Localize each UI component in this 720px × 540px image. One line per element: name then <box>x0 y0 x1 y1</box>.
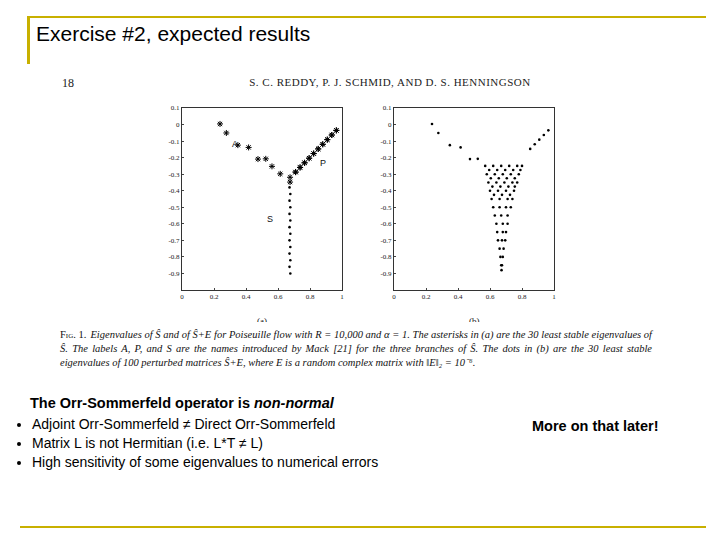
html-text:18: 18 <box>62 76 74 90</box>
svg-text:0: 0 <box>176 121 180 129</box>
svg-text:0.6: 0.6 <box>486 293 495 301</box>
svg-text:-0.8: -0.8 <box>169 253 181 261</box>
svg-text:0.1: 0.1 <box>383 104 392 112</box>
svg-text:0.6: 0.6 <box>274 293 283 301</box>
svg-text:-0.7: -0.7 <box>169 237 181 245</box>
svg-text:P: P <box>320 158 326 168</box>
svg-text:0.4: 0.4 <box>242 293 251 301</box>
svg-text:(a): (a) <box>257 316 267 322</box>
svg-text:-0.6: -0.6 <box>169 220 181 228</box>
svg-text:A: A <box>232 139 238 149</box>
svg-text:S: S <box>267 214 273 224</box>
svg-text:-0.5: -0.5 <box>169 204 181 212</box>
svg-text:-0.2: -0.2 <box>169 154 181 162</box>
svg-text:-0.5: -0.5 <box>381 204 393 212</box>
svg-text:-0.1: -0.1 <box>169 138 181 146</box>
svg-text:-0.9: -0.9 <box>381 270 393 278</box>
svg-text:(b): (b) <box>469 316 480 322</box>
svg-text:-0.8: -0.8 <box>381 253 393 261</box>
html-text:More on that later!: More on that later! <box>532 418 659 434</box>
svg-text:0.2: 0.2 <box>210 293 219 301</box>
svg-text:0: 0 <box>392 293 396 301</box>
svg-text:-0.2: -0.2 <box>381 154 393 162</box>
svg-text:-0.4: -0.4 <box>169 187 181 195</box>
svg-text:0.2: 0.2 <box>422 293 431 301</box>
svg-text:1: 1 <box>340 293 344 301</box>
html-text:High sensitivity of some eigen: High sensitivity of some eigenvalues to … <box>32 454 379 470</box>
html-text:Exercise #2, expected results: Exercise #2, expected results <box>36 22 311 45</box>
html-text:The Orr-Sommerfeld operator is: The Orr-Sommerfeld operator is non-norma… <box>30 395 334 411</box>
svg-text:1: 1 <box>552 293 556 301</box>
svg-text:-0.6: -0.6 <box>381 220 393 228</box>
svg-text:-0.1: -0.1 <box>381 138 393 146</box>
svg-text:-0.7: -0.7 <box>381 237 393 245</box>
svg-text:0.8: 0.8 <box>518 293 527 301</box>
html-text:Adjoint Orr-Sommerfeld ≠ Direc: Adjoint Orr-Sommerfeld ≠ Direct Orr-Somm… <box>32 416 336 432</box>
svg-text:-0.3: -0.3 <box>381 171 393 179</box>
svg-text:0: 0 <box>180 293 184 301</box>
svg-text:-0.4: -0.4 <box>381 187 393 195</box>
svg-text:-0.9: -0.9 <box>169 270 181 278</box>
svg-text:0.4: 0.4 <box>454 293 463 301</box>
svg-text:0.1: 0.1 <box>171 104 180 112</box>
svg-text:0: 0 <box>388 121 392 129</box>
html-text:S. C. REDDY, P. J. SCHMID, AND: S. C. REDDY, P. J. SCHMID, AND D. S. HEN… <box>249 76 531 88</box>
svg-text:0.8: 0.8 <box>306 293 315 301</box>
html-text:Fig. 1. Eigenvalues of Ŝ and o: Fig. 1. Eigenvalues of Ŝ and of Ŝ+E for … <box>60 329 652 368</box>
html-text:Matrix L is not Hermitian (i.e: Matrix L is not Hermitian (i.e. L*T ≠ L) <box>32 435 263 451</box>
svg-text:-0.3: -0.3 <box>169 171 181 179</box>
